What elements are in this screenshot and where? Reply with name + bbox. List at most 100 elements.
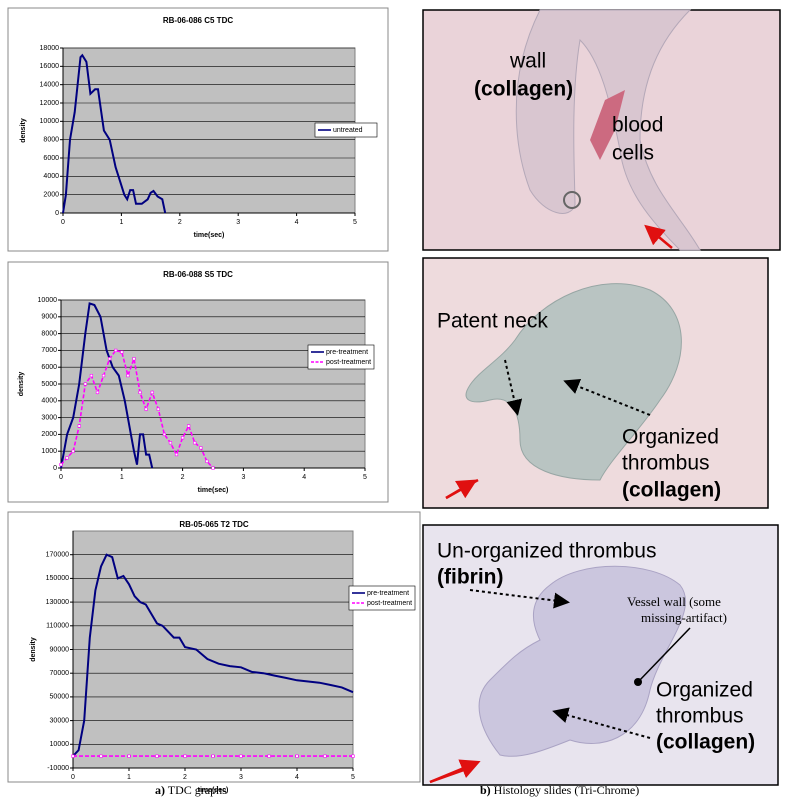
series-marker [108,357,112,361]
slide-label: (fibrin) [437,566,503,589]
pointer [504,359,523,416]
series-marker [267,754,271,758]
slide-label: thrombus [622,452,710,475]
histology-slide: Patent neck Organized thrombus (collagen… [422,257,769,509]
slide-label: (collagen) [622,479,721,502]
y-tick-label: 2000 [43,192,59,199]
y-tick-label: 10000 [50,741,70,748]
y-tick-label: 50000 [50,694,70,701]
pointer-dot [634,678,642,686]
legend-box [314,122,378,138]
y-tick-label: 0 [55,210,59,217]
x-tick-label: 5 [363,474,367,481]
series-marker [150,390,154,395]
slide-label: Patent neck [437,310,548,333]
series-marker [59,463,63,467]
series-marker [156,407,160,411]
y-tick-label: 4000 [43,173,59,180]
series-marker [181,436,185,440]
series-marker [114,348,118,353]
slide-label: Organized [656,679,753,702]
y-axis-label: density [18,372,25,397]
series-line [72,553,354,757]
series-marker [120,350,124,354]
y-axis-label: density [30,637,37,662]
arrow [429,759,481,784]
chart-title: RB-06-086 C5 TDC [163,16,233,25]
x-tick-label: 5 [351,774,355,781]
x-tick-label: 0 [71,774,75,781]
y-tick-label: 0 [53,465,57,472]
series-line [60,349,214,469]
y-tick-label: 6000 [41,364,57,371]
x-tick-label: 0 [59,474,63,481]
arrow [644,224,673,249]
y-tick-label: 16000 [40,63,60,70]
series-marker [77,424,81,428]
caption: a) TDC graphs [155,783,227,797]
y-tick-label: 3000 [41,414,57,421]
x-tick-label: 1 [120,474,124,481]
series-marker [144,407,148,411]
x-tick-label: 2 [178,219,182,226]
plot-area [62,47,356,214]
slide-label: cells [612,142,654,165]
artifact [563,191,581,209]
arrow [445,479,478,500]
y-tick-label: 10000 [40,118,60,125]
y-tick-label: 6000 [43,155,59,162]
series-marker [193,441,197,445]
y-tick-label: 110000 [46,623,69,630]
y-tick-label: 2000 [41,431,57,438]
y-tick-label: 10000 [38,297,58,304]
slide-label: (collagen) [656,731,755,754]
y-tick-label: 9000 [41,314,57,321]
y-tick-label: 1000 [41,448,57,455]
series-marker [174,452,179,457]
chart-title: RB-06-088 S5 TDC [163,270,233,279]
x-axis-label: time(sec) [198,787,229,794]
series-marker [126,373,130,378]
x-axis-label: time(sec) [198,487,229,494]
y-tick-label: 150000 [46,575,69,582]
series-line [62,53,167,214]
y-tick-label: 4000 [41,398,57,405]
caption-text: Histology slides (Tri-Chrome) [494,783,640,797]
legend-label: post-treatment [367,600,412,607]
slide-label: missing-artifact) [641,610,727,625]
series-marker [101,373,106,378]
slide-label: Vessel wall (some [627,594,721,609]
series-line [60,302,154,469]
legend-box [307,344,375,370]
series-marker [83,382,87,386]
caption-tag: b) [480,783,491,797]
y-tick-label: 8000 [41,330,57,337]
x-tick-label: 2 [181,474,185,481]
series-marker [183,754,187,758]
x-tick-label: 2 [183,774,187,781]
chart-title: RB-05-065 T2 TDC [179,520,249,529]
pointer [637,627,691,683]
y-tick-label: -10000 [47,765,69,772]
slide-label: blood [612,114,663,137]
series-marker [89,373,93,378]
caption-tag: a) [155,783,165,797]
series-marker [155,754,159,758]
series-marker [205,459,209,463]
thrombus [478,565,686,757]
y-tick-label: 30000 [50,717,70,724]
series-marker [199,446,203,450]
x-tick-label: 0 [61,219,65,226]
series-marker [351,754,355,758]
chart: RB-06-086 C5 TDC020004000600080001000012… [7,7,389,252]
y-axis-label: density [20,118,27,143]
y-tick-label: 12000 [40,100,60,107]
series-marker [239,754,243,758]
y-tick-label: 14000 [40,82,60,89]
series-marker [168,441,173,445]
caption-text: TDC graphs [168,783,227,797]
blood-cells [590,90,625,160]
series-marker [95,390,100,395]
x-tick-label: 1 [127,774,131,781]
